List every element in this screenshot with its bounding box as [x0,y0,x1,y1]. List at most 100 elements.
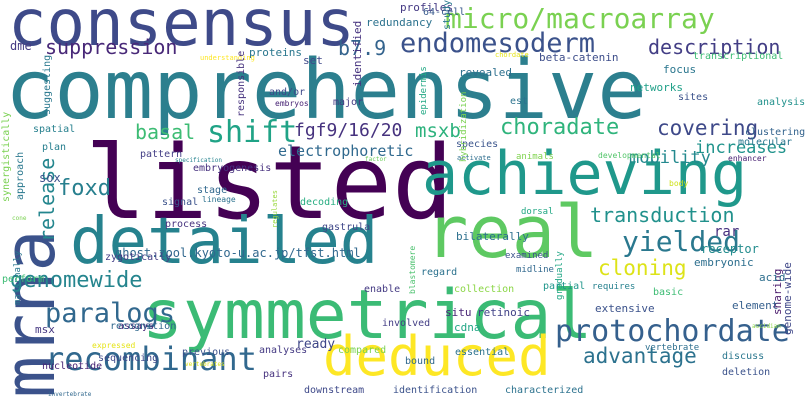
word-msx: msx [35,323,55,336]
word-situ: situ [445,306,472,319]
word-previous: previous [182,347,231,358]
word-profiles: profiles [400,1,453,14]
word-analysis: analysis [757,97,806,108]
word-consensus: consensus [8,0,355,61]
word-identification: identification [393,385,478,396]
word-paralogs: paralogs [45,298,176,329]
word-expressed: expressed [92,341,136,350]
word-retinoic: retinoic [477,306,530,319]
word-signal: signal [162,197,199,208]
word-sequencing: sequencing [98,353,159,364]
word-embryogenesis: embryogenesis [193,163,272,174]
word-characterized: characterized [505,385,584,396]
word-vertebrate: vertebrate [645,343,700,353]
word-decoding: decoding [300,197,349,208]
word-proteins: proteins [249,46,302,59]
word-partial: partial [543,281,586,292]
word-analyses: analyses [259,345,308,356]
word-synergistically: synergistically [1,111,12,202]
word-receptor: receptor [701,242,759,256]
word-gastrula: gastrula [322,222,371,233]
word-set: set [303,54,323,67]
word-animals: animals [516,152,554,162]
word-compared: compared [338,345,387,356]
word-ghost-url: ghost.zool.kyoto-u.ac.jp/tfst.html [115,246,361,260]
word-comprehensive: comprehensive [5,43,647,138]
word-hybridization: hybridization [459,91,469,162]
word-element: element [732,299,779,312]
word-increases: increases [695,138,788,158]
word-mobility: mobility [629,148,711,168]
word-involved: involved [382,318,431,329]
word-molecular: molecular [738,137,793,148]
word-detailed: detailed [70,205,379,279]
word-shift: shift [207,115,298,150]
word-vertebrates: vertebrates [185,361,225,368]
word-understanding: understanding [200,54,255,62]
word-activate: activate [457,154,491,162]
word-collection: collection [454,284,515,295]
word-approach: approach [15,151,26,200]
word-midline: midline [516,265,554,275]
word-spatial: spatial [33,124,76,135]
word-nucleotide: nucleotide [42,361,103,372]
word-transduction: transduction [590,203,735,227]
word-yielded: yielded [622,225,741,258]
word-basal: basal [135,120,196,144]
word-identified: identified [351,20,364,87]
word-invertebrate: invertebrate [48,391,92,398]
word-beta-catenin: beta-catenin [539,51,619,64]
word-real: real [425,190,599,274]
word-specification: specification [175,157,222,164]
word-and-or: and/or [269,87,306,98]
word-blastomere: blastomere [408,245,417,294]
word-foxd: foxd [58,176,111,201]
word-requires: requires [592,282,636,292]
word-64-cell: 64-cell [423,7,466,18]
word-enable: enable [364,284,401,295]
word-discuss: discuss [722,351,765,362]
word-description: description [648,35,781,59]
word-genomewide: genomewide [10,268,143,293]
word-plan: plan [42,142,67,153]
word-downstream: downstream [304,385,365,396]
word-factor: factor [365,156,387,163]
word-pattern: pattern [140,149,183,160]
word-covering: covering [657,116,759,140]
word-responsible: responsible [236,50,247,117]
word-ready: ready [296,337,336,352]
word-dme: dme [10,39,32,53]
word-symmetrical: symmetrical [142,276,593,355]
word-regulates: regulates [271,190,279,228]
word-epidermis: epidermis [419,66,429,115]
word-recognition: recognition [110,321,177,332]
word-basic: basic [653,287,684,298]
word-advantage: advantage [583,344,697,368]
word-chordate: chordate [495,51,529,59]
word-gradually: gradually [555,251,565,300]
word-zygotically: zygotically [105,252,172,263]
word-embryonic: embryonic [694,256,754,269]
word-est: est [510,96,529,107]
word-stage: stage [197,185,228,196]
word-suggesting: suggesting [42,54,53,115]
word-listed: listed [85,124,454,243]
word-endomesoderm: endomesoderm [400,28,596,59]
word-cloning: cloning [598,256,687,280]
word-body: body [669,179,689,188]
word-lineage: lineage [202,195,236,204]
word-sox: sox [39,171,61,185]
word-achieving: achieving [422,139,748,209]
word-perform: perform [2,274,45,285]
word-bilaterally: bilaterally [456,230,529,243]
word-ascidian: ascidian [752,323,781,330]
word-essential: essential [455,347,510,358]
word-choradate: choradate [500,115,620,140]
word-assays: assays [118,321,155,332]
word-cdna: cdna [454,321,481,334]
word-recombinant: recombinant [45,340,257,378]
word-enhancer: enhancer [728,154,767,163]
word-redundancy: redundancy [366,16,433,29]
word-examined: examined [505,251,549,261]
